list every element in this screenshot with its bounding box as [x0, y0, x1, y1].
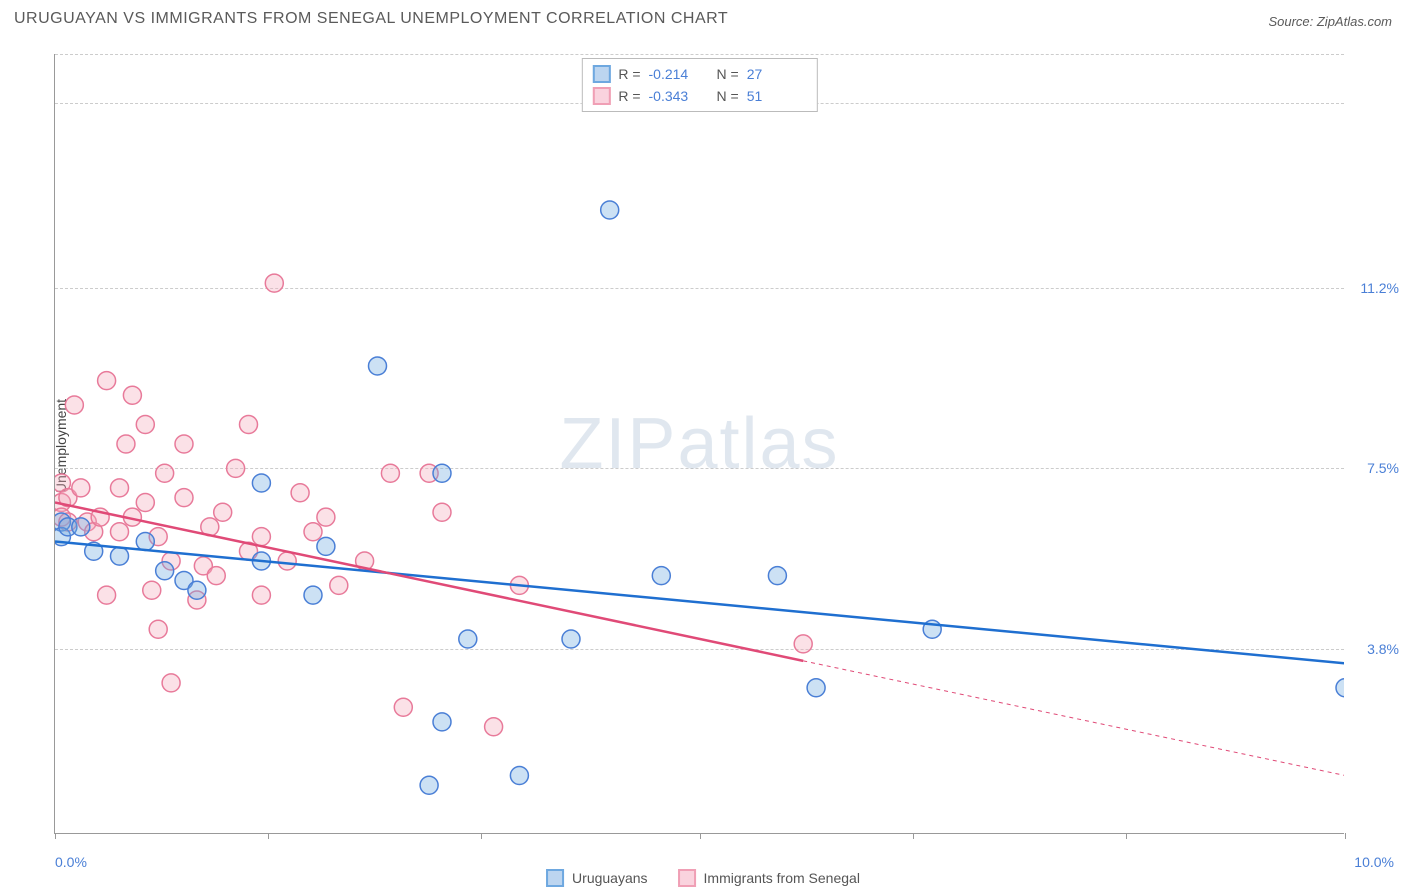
legend-swatch — [592, 65, 610, 83]
data-point — [485, 718, 503, 736]
x-tick-label: 0.0% — [55, 854, 87, 870]
legend-swatch — [592, 87, 610, 105]
legend-label: Immigrants from Senegal — [704, 870, 860, 886]
legend-label: Uruguayans — [572, 870, 648, 886]
data-point — [369, 357, 387, 375]
legend-swatch — [546, 869, 564, 887]
data-point — [214, 503, 232, 521]
data-point — [433, 503, 451, 521]
data-point — [175, 489, 193, 507]
legend-bottom-item: Immigrants from Senegal — [678, 869, 860, 887]
data-point — [149, 620, 167, 638]
y-tick-label: 3.8% — [1367, 641, 1399, 657]
data-point — [768, 567, 786, 585]
x-tick — [913, 833, 914, 839]
data-point — [562, 630, 580, 648]
chart-title: URUGUAYAN VS IMMIGRANTS FROM SENEGAL UNE… — [14, 10, 728, 27]
legend-n-label: N = — [717, 88, 739, 104]
data-point — [188, 581, 206, 599]
data-point — [136, 494, 154, 512]
data-point — [136, 533, 154, 551]
data-point — [111, 547, 129, 565]
trend-line-dashed — [803, 661, 1344, 776]
data-point — [252, 528, 270, 546]
data-point — [98, 372, 116, 390]
data-point — [304, 586, 322, 604]
legend-r-label: R = — [618, 88, 640, 104]
legend-r-label: R = — [618, 66, 640, 82]
data-point — [1336, 679, 1344, 697]
legend-n-value: 51 — [747, 88, 807, 104]
x-tick — [1126, 833, 1127, 839]
data-point — [72, 518, 90, 536]
data-point — [420, 776, 438, 794]
data-point — [317, 508, 335, 526]
data-point — [111, 479, 129, 497]
legend-r-value: -0.214 — [649, 66, 709, 82]
data-point — [65, 396, 83, 414]
data-point — [265, 274, 283, 292]
data-point — [136, 416, 154, 434]
data-point — [304, 523, 322, 541]
data-point — [601, 201, 619, 219]
x-tick — [700, 833, 701, 839]
y-tick-label: 11.2% — [1360, 280, 1399, 296]
x-tick-label: 10.0% — [1354, 854, 1394, 870]
data-point — [143, 581, 161, 599]
legend-bottom: Uruguayans Immigrants from Senegal — [546, 869, 860, 887]
data-point — [459, 630, 477, 648]
data-point — [794, 635, 812, 653]
data-point — [394, 698, 412, 716]
trend-line — [55, 542, 1344, 664]
data-point — [156, 464, 174, 482]
x-tick — [55, 833, 56, 839]
source-label: Source: ZipAtlas.com — [1268, 14, 1392, 29]
legend-bottom-item: Uruguayans — [546, 869, 648, 887]
data-point — [98, 586, 116, 604]
data-point — [207, 567, 225, 585]
data-point — [433, 464, 451, 482]
chart-area: ZIPatlas R = -0.214 N = 27 R = -0.343 N … — [54, 54, 1344, 834]
data-point — [433, 713, 451, 731]
legend-top-row: R = -0.343 N = 51 — [592, 85, 806, 107]
data-point — [175, 435, 193, 453]
x-tick — [1345, 833, 1346, 839]
legend-n-label: N = — [717, 66, 739, 82]
data-point — [510, 767, 528, 785]
data-point — [252, 474, 270, 492]
legend-swatch — [678, 869, 696, 887]
data-point — [72, 479, 90, 497]
x-tick — [481, 833, 482, 839]
data-point — [381, 464, 399, 482]
data-point — [330, 576, 348, 594]
data-point — [252, 586, 270, 604]
data-point — [162, 674, 180, 692]
data-point — [291, 484, 309, 502]
data-point — [156, 562, 174, 580]
data-point — [317, 537, 335, 555]
data-point — [227, 459, 245, 477]
data-point — [240, 416, 258, 434]
data-point — [278, 552, 296, 570]
legend-top-row: R = -0.214 N = 27 — [592, 63, 806, 85]
data-point — [652, 567, 670, 585]
x-tick — [268, 833, 269, 839]
data-point — [111, 523, 129, 541]
data-point — [123, 386, 141, 404]
legend-top: R = -0.214 N = 27 R = -0.343 N = 51 — [581, 58, 817, 112]
trend-line — [55, 503, 803, 661]
chart-svg — [55, 54, 1344, 833]
data-point — [117, 435, 135, 453]
legend-r-value: -0.343 — [649, 88, 709, 104]
y-tick-label: 7.5% — [1367, 460, 1399, 476]
legend-n-value: 27 — [747, 66, 807, 82]
data-point — [807, 679, 825, 697]
